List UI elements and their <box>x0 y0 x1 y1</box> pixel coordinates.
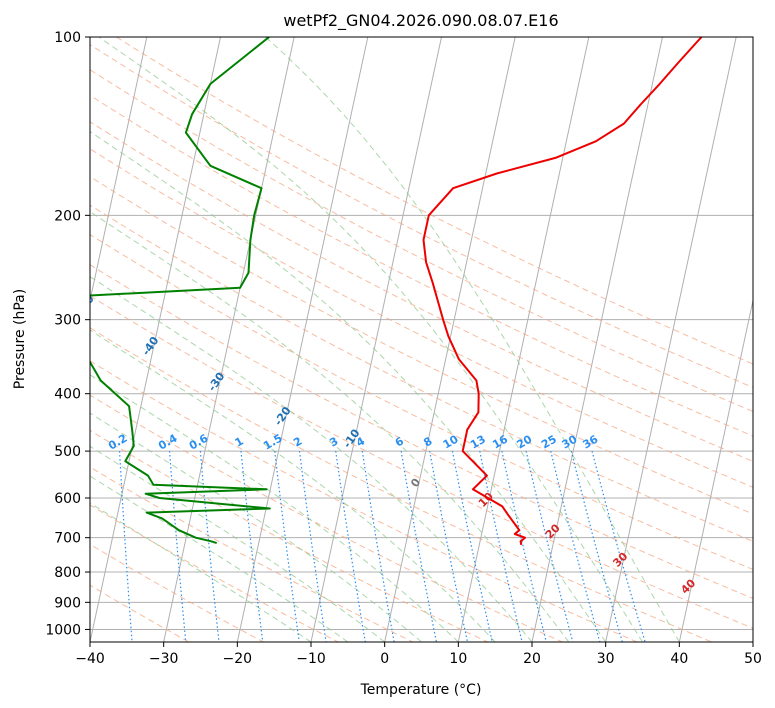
y-tick-label: 600 <box>54 491 81 507</box>
dry-adiabat <box>90 44 753 388</box>
mixing-ratio-line <box>274 451 300 642</box>
mixing-ratio-line <box>479 450 523 642</box>
isotherm-gridline <box>605 37 737 642</box>
moist-adiabat <box>90 211 570 642</box>
moist-adiabat <box>90 475 349 642</box>
dry-adiabat <box>90 360 638 642</box>
x-tick-label: 30 <box>597 651 615 667</box>
moist-adiabat <box>90 445 385 642</box>
isotherm-gridline <box>90 37 221 642</box>
x-tick-label: 40 <box>670 651 688 667</box>
dry-adiabat <box>90 584 190 642</box>
moist-adiabat <box>90 374 459 642</box>
dry-adiabat <box>116 37 753 365</box>
temperature-profile-line <box>422 37 703 546</box>
y-tick-label: 400 <box>54 387 81 403</box>
dry-adiabat <box>90 204 753 542</box>
axes: −40 −30 −20 −10 0 10 20 30 40 50 100 200 300 400 500 60… <box>45 30 762 667</box>
y-axis-label: Pressure (hPa) <box>12 289 28 389</box>
mixing-ratio-line <box>429 450 469 642</box>
profiles <box>90 37 703 546</box>
y-tick-label: 300 <box>54 313 81 329</box>
isotherm-label: -50 <box>75 292 97 316</box>
x-axis-label: Temperature (°C) <box>360 682 482 698</box>
x-tick-label: −40 <box>75 651 105 667</box>
mixing-ratio-line <box>335 451 366 642</box>
isotherm-gridline <box>457 37 590 642</box>
chart-title: wetPf2_GN04.2026.090.08.07.E16 <box>283 11 558 31</box>
moist-adiabat <box>98 37 643 642</box>
moist-adiabat <box>90 276 533 642</box>
y-tick-label: 100 <box>54 30 81 46</box>
mixing-ratio-line <box>570 450 623 642</box>
dry-adiabat <box>90 327 712 642</box>
dewpoint-profile-line <box>90 37 271 545</box>
isotherm-gridline <box>90 37 148 303</box>
y-tick-label: 900 <box>54 595 81 611</box>
isotherm-gridline <box>678 298 753 642</box>
x-tick-label: 0 <box>380 651 389 667</box>
background-lines <box>90 37 753 642</box>
isotherm-gridline <box>236 37 369 642</box>
dry-adiabat <box>90 69 753 413</box>
mixing-ratio-line <box>298 451 327 642</box>
mixing-ratio-line <box>550 450 601 642</box>
mixing-ratio-line <box>240 451 264 642</box>
mixing-ratio-line <box>119 451 133 642</box>
x-tick-label: 20 <box>523 651 541 667</box>
x-tick-label: 10 <box>449 651 467 667</box>
mixing-ratio-line <box>451 450 493 642</box>
moist-adiabat <box>90 329 496 642</box>
dry-adiabat <box>90 121 753 462</box>
dry-adiabat <box>90 94 753 437</box>
dry-adiabat <box>90 466 414 642</box>
y-tick-label: 1000 <box>45 622 81 638</box>
y-tick-label: 200 <box>54 208 81 224</box>
dry-adiabat <box>90 504 339 642</box>
mixing-ratio-line <box>199 451 220 642</box>
dry-adiabat <box>90 175 753 515</box>
dry-adiabat <box>90 264 753 600</box>
plot-frame <box>89 36 754 643</box>
x-tick-label: −20 <box>223 651 253 667</box>
y-tick-label: 500 <box>54 444 81 460</box>
dry-adiabat <box>90 233 753 571</box>
y-tick-label: 700 <box>54 531 81 547</box>
y-tick-label: 800 <box>54 565 81 581</box>
x-tick-label: −30 <box>149 651 179 667</box>
isotherm-gridline <box>163 37 295 642</box>
dry-adiabat <box>90 148 753 488</box>
mixing-ratio-line <box>169 451 187 642</box>
x-tick-label: 50 <box>744 651 762 667</box>
x-tick-label: −10 <box>296 651 326 667</box>
mixing-ratio-line <box>591 450 646 642</box>
isotherm-gridline <box>531 37 663 642</box>
moist-adiabat <box>90 130 607 642</box>
mixing-ratio-line <box>501 450 547 642</box>
dry-adiabat <box>90 394 563 642</box>
mixing-ratio-line <box>525 450 574 642</box>
